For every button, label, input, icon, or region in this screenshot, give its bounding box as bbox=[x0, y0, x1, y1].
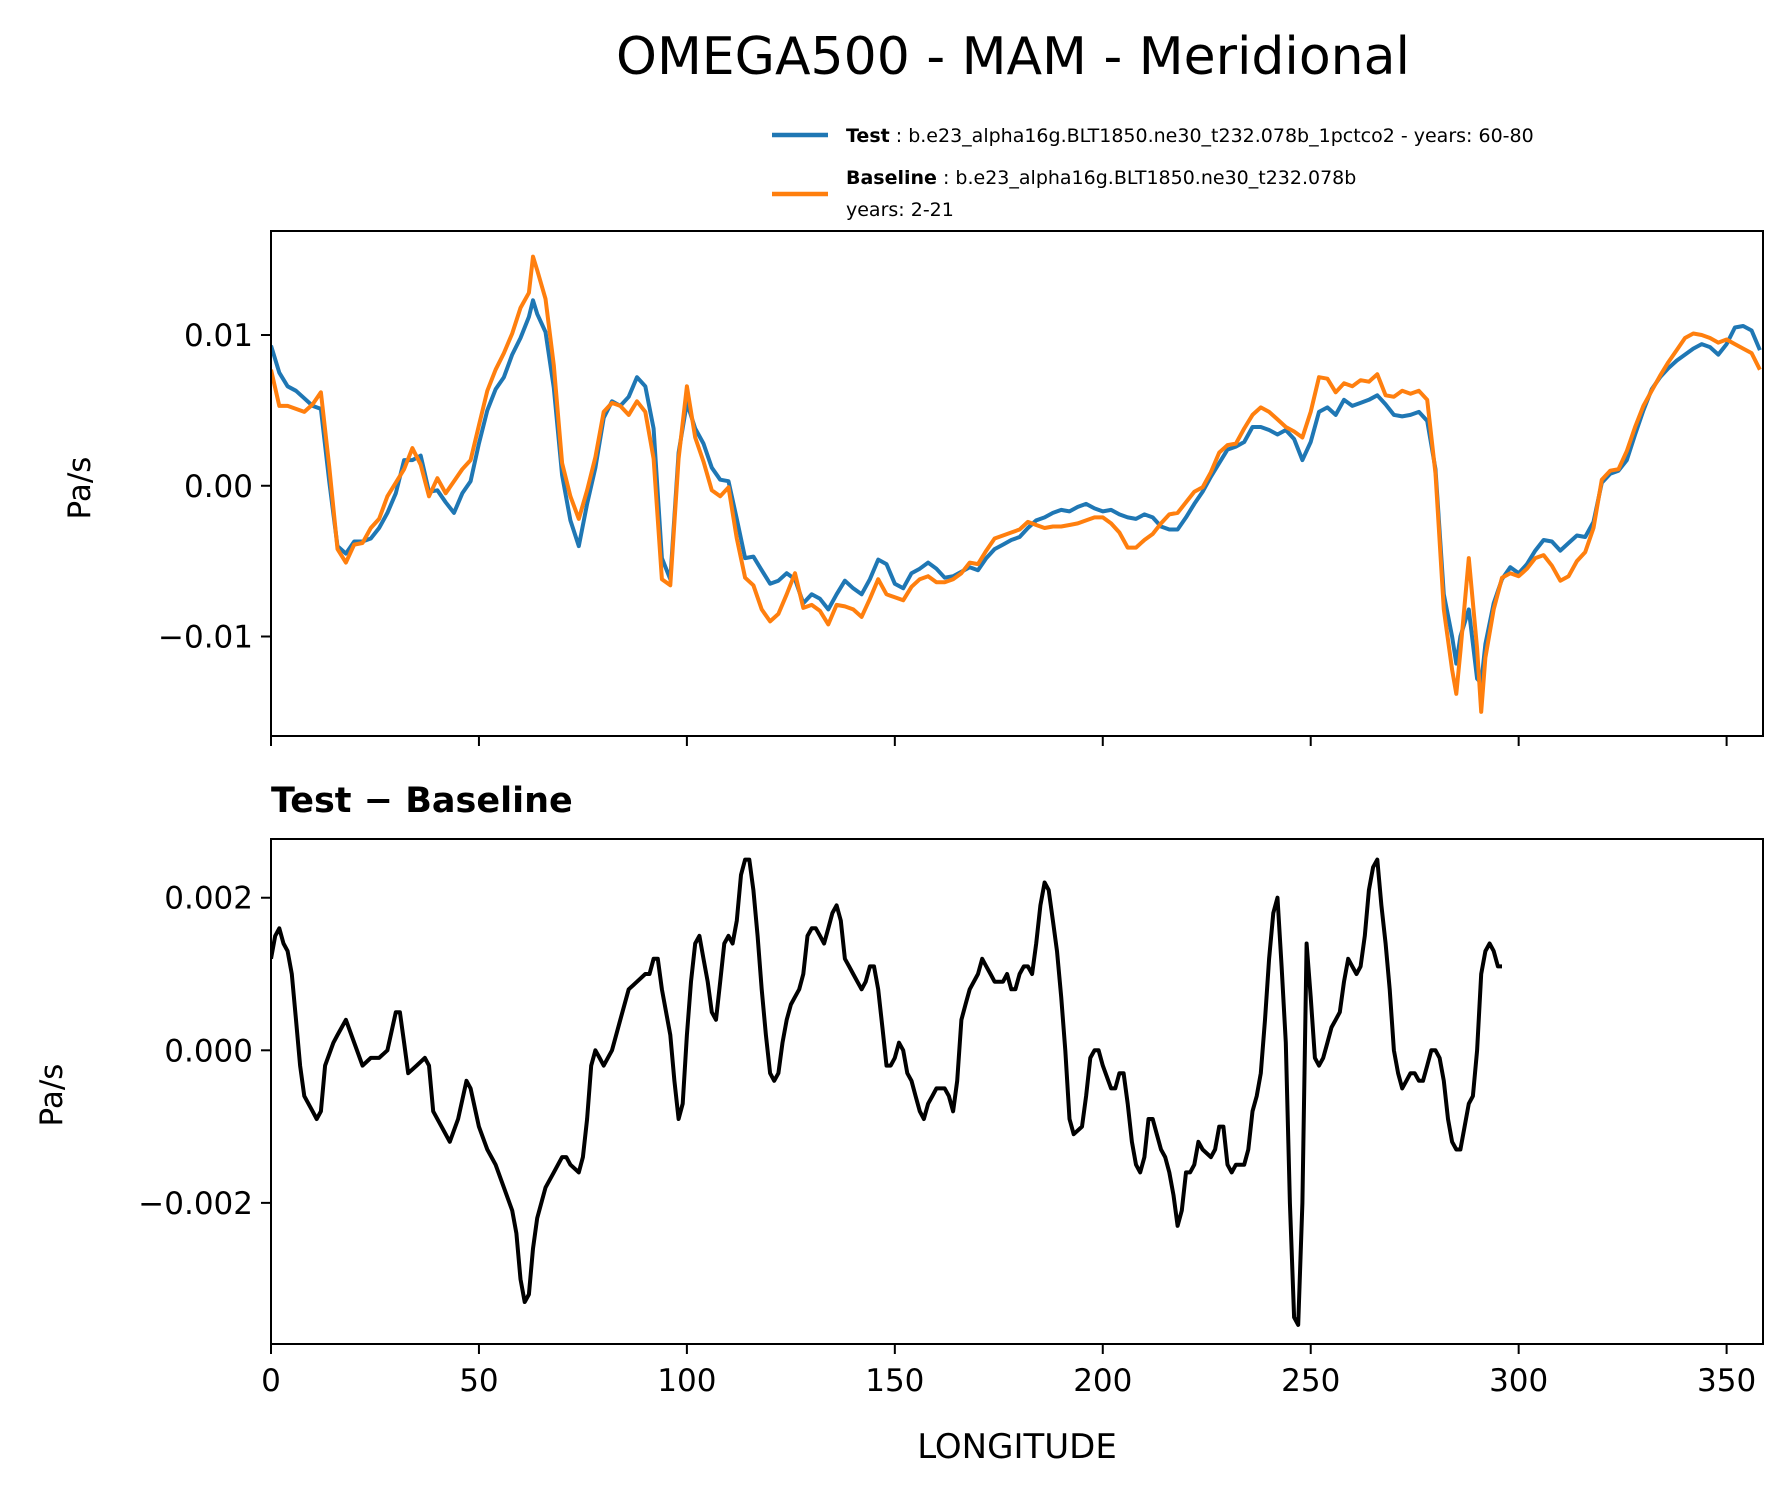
y-tick-label: 0.002 bbox=[164, 881, 253, 917]
legend-test-label: Test : b.e23_alpha16g.BLT1850.ne30_t232.… bbox=[846, 125, 1534, 147]
x-tick-label: 100 bbox=[657, 1363, 716, 1399]
bottom-plot-area bbox=[271, 857, 1502, 1327]
x-tick-label: 50 bbox=[459, 1363, 498, 1399]
y-tick-label: −0.002 bbox=[138, 1186, 253, 1222]
legend-baseline-name: Baseline bbox=[846, 167, 937, 189]
bottom-y-axis-label: Pa/s bbox=[34, 1064, 70, 1127]
y-tick-label: −0.01 bbox=[158, 620, 253, 656]
x-tick-label: 250 bbox=[1281, 1363, 1340, 1399]
top-axes-frame bbox=[270, 230, 1764, 737]
top-y-axis-label: Pa/s bbox=[62, 457, 98, 520]
x-tick-label: 150 bbox=[865, 1363, 924, 1399]
legend-test-text: : b.e23_alpha16g.BLT1850.ne30_t232.078b_… bbox=[896, 125, 1534, 147]
bottom-panel-title: Test − Baseline bbox=[271, 781, 573, 821]
figure-title: OMEGA500 - MAM - Meridional bbox=[616, 27, 1410, 87]
y-tick-label: 0.01 bbox=[184, 318, 253, 354]
legend: Test : b.e23_alpha16g.BLT1850.ne30_t232.… bbox=[772, 125, 1534, 221]
x-tick-label: 300 bbox=[1489, 1363, 1548, 1399]
bottom-x-ticks: 0 50 100 150 200 250 300 350 bbox=[261, 1344, 1756, 1399]
legend-test-name: Test bbox=[846, 125, 890, 147]
bottom-y-ticks: −0.002 0.000 0.002 bbox=[138, 881, 271, 1222]
x-tick-label: 200 bbox=[1073, 1363, 1132, 1399]
legend-baseline-text: : b.e23_alpha16g.BLT1850.ne30_t232.078b bbox=[943, 167, 1356, 189]
bottom-panel: Test − Baseline −0.002 0.000 0.002 0 50 100 1… bbox=[34, 781, 1764, 1467]
y-tick-label: 0.000 bbox=[164, 1033, 253, 1069]
series-line-test-baseline bbox=[271, 857, 1502, 1327]
y-tick-label: 0.00 bbox=[184, 469, 253, 505]
legend-baseline-years: years: 2-21 bbox=[846, 199, 954, 221]
top-panel: −0.01 0.00 0.01 Pa/s bbox=[62, 230, 1764, 746]
x-tick-label: 350 bbox=[1697, 1363, 1756, 1399]
x-tick-label: 0 bbox=[261, 1363, 281, 1399]
x-axis-label: LONGITUDE bbox=[917, 1427, 1117, 1467]
top-x-ticks bbox=[270, 736, 1728, 746]
legend-baseline-label: Baseline : b.e23_alpha16g.BLT1850.ne30_t… bbox=[846, 167, 1356, 189]
bottom-axes-frame bbox=[270, 838, 1764, 1345]
series-line-test bbox=[271, 298, 1762, 686]
top-plot-area bbox=[271, 254, 1762, 714]
top-y-ticks: −0.01 0.00 0.01 bbox=[158, 318, 271, 656]
series-line-baseline bbox=[271, 254, 1762, 714]
